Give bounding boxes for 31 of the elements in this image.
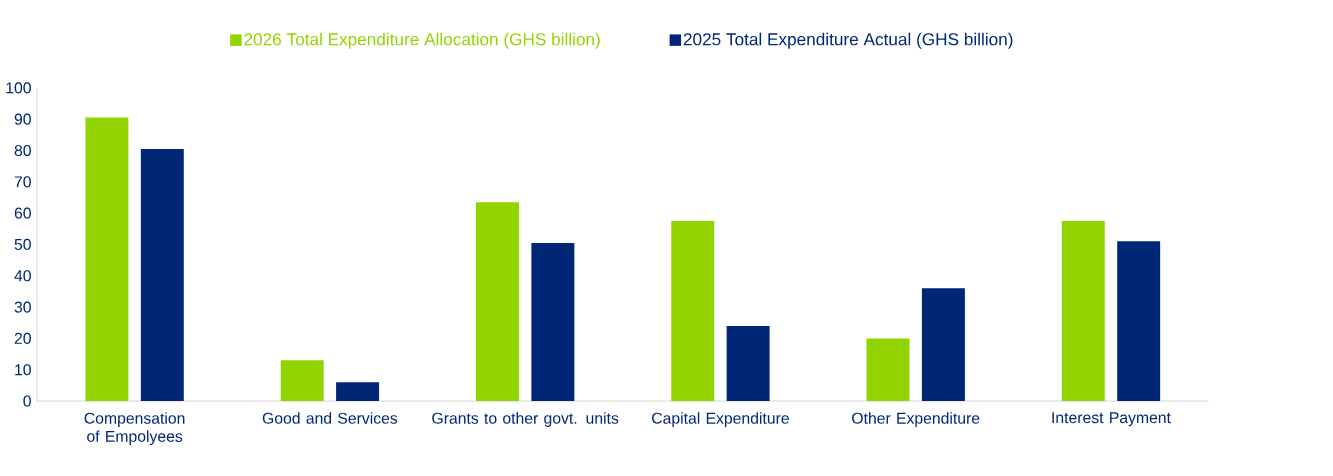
bar: [280, 360, 324, 401]
y-tick-label: 50: [14, 238, 31, 250]
x-tick-label: Other Expenditure: [852, 411, 980, 427]
y-tick-label: 40: [14, 269, 31, 282]
x-tick-label: Capital Expenditure: [652, 411, 789, 427]
y-tick-label: 10: [15, 363, 31, 376]
y-tick-label: 30: [14, 301, 31, 313]
bar: [336, 382, 380, 401]
bar: [85, 117, 129, 401]
bar: [1117, 241, 1161, 401]
bar: [1061, 220, 1105, 401]
bar: [671, 220, 715, 401]
y-tick-label: 70: [14, 176, 31, 188]
x-tick-label: Good and Services: [262, 411, 398, 424]
bar: [475, 201, 519, 401]
y-tick-label: 0: [23, 395, 31, 407]
y-tick-label: 20: [14, 332, 31, 344]
y-tick-label: 60: [14, 207, 31, 219]
x-tick-label: Interest Payment: [1052, 411, 1171, 427]
bar: [726, 325, 770, 401]
bar: [531, 242, 575, 401]
y-tick-label: 80: [14, 144, 31, 156]
bar: [921, 288, 965, 401]
y-tick-label: 90: [14, 113, 31, 125]
y-tick-label: 100: [6, 82, 31, 94]
bar: [866, 338, 910, 401]
bar: [140, 148, 184, 401]
x-tick-label: Compensation of Empolyees: [84, 411, 185, 445]
legend-label: 2026 Total Expenditure Allocation (GHS billion): [244, 32, 600, 49]
legend-label: 2025 Total Expenditure Actual (GHS billion): [683, 32, 1013, 49]
x-tick-label: Grants to other govt. units: [432, 411, 619, 427]
